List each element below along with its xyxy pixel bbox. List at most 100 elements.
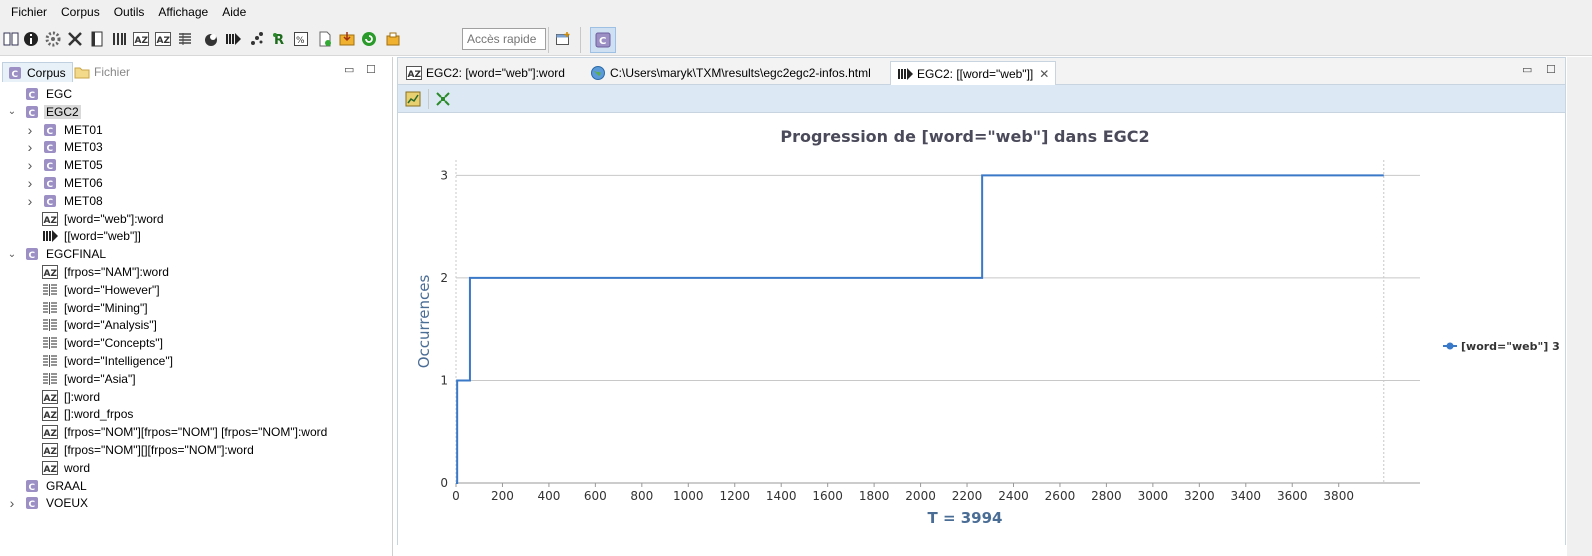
tree-node[interactable]: AZ []:word_frpos: [42, 405, 135, 423]
tab-corpus[interactable]: C Corpus: [2, 62, 73, 82]
toolbar-separator: [428, 89, 429, 109]
tree-node[interactable]: [word="However"]: [42, 281, 162, 299]
txm-perspective-button[interactable]: C: [590, 27, 616, 53]
folder-icon: [74, 64, 90, 80]
r-script-icon[interactable]: R: [270, 30, 288, 48]
menu-item-outils[interactable]: Outils: [113, 5, 145, 19]
tab-fichier[interactable]: Fichier: [74, 62, 130, 82]
tree-node[interactable]: C MET06: [42, 174, 105, 192]
progression-icon: [42, 228, 58, 244]
concordance-icon: [42, 300, 58, 316]
reset-zoom-icon[interactable]: [434, 90, 452, 108]
tree-node[interactable]: [word="Analysis"]: [42, 316, 159, 334]
svg-text:%: %: [296, 36, 305, 46]
specificities-icon[interactable]: %: [292, 30, 310, 48]
tree-node[interactable]: AZ []:word: [42, 388, 102, 406]
tree-node[interactable]: AZ [frpos="NOM"][frpos="NOM"] [frpos="NOM…: [42, 423, 329, 441]
tree-node[interactable]: AZ [word="web"]:word: [42, 210, 166, 228]
index-icon[interactable]: AZ: [154, 30, 172, 48]
x-tick-label: 3400: [1231, 489, 1262, 503]
x-tick-label: 2600: [1045, 489, 1076, 503]
svg-text:R: R: [274, 33, 284, 47]
maximize-button[interactable]: ☐: [366, 64, 376, 76]
tree-node[interactable]: C MET03: [42, 138, 105, 156]
tree-node-label: [frpos="NAM"]:word: [64, 265, 169, 279]
tree-node[interactable]: C MET08: [42, 192, 105, 210]
import-icon[interactable]: [338, 30, 356, 48]
new-file-icon[interactable]: [316, 30, 334, 48]
chart-export-icon[interactable]: [404, 90, 422, 108]
lexicon-icon: AZ: [42, 406, 58, 422]
editor-tab-html[interactable]: C:\Users\maryk\TXM\results\egc2egc2-info…: [584, 61, 877, 85]
tree-node[interactable]: [word="Intelligence"]: [42, 352, 175, 370]
eraser-icon[interactable]: [202, 30, 220, 48]
tree-node[interactable]: C EGC2: [24, 103, 81, 121]
svg-text:AZ: AZ: [44, 465, 58, 475]
refresh-icon[interactable]: [360, 30, 378, 48]
expand-arrow-down-icon[interactable]: ⌄: [7, 106, 17, 118]
tree-node[interactable]: AZ [frpos="NOM"][][frpos="NOM"]:word: [42, 441, 256, 459]
menu-item-fichier[interactable]: Fichier: [11, 5, 48, 19]
corpus-icon: C: [24, 86, 40, 102]
tree-node-label: MET08: [64, 193, 103, 208]
tree-node[interactable]: AZ [frpos="NAM"]:word: [42, 263, 171, 281]
book-icon[interactable]: [2, 30, 20, 48]
info-icon[interactable]: [22, 30, 40, 48]
tree-node[interactable]: C EGCFINAL: [24, 245, 108, 263]
edition-icon[interactable]: [88, 30, 106, 48]
concordance-icon: [42, 335, 58, 351]
delete-icon[interactable]: [66, 30, 84, 48]
tree-node-label: MET01: [64, 122, 103, 137]
editor-minimize-button[interactable]: ▭: [1522, 64, 1533, 76]
expand-arrow-right-icon[interactable]: ›: [27, 157, 33, 174]
legend-label: [word="web"] 3: [1461, 340, 1560, 353]
corpus-icon: C: [42, 157, 58, 173]
menu-bar: Fichier Corpus Outils Affichage Aide: [0, 0, 1592, 24]
editor-tab-progression[interactable]: EGC2: [[word="web"]] ✕: [890, 61, 1057, 85]
tree-node-label: GRAAL: [46, 478, 87, 493]
tree-node[interactable]: C MET01: [42, 121, 105, 139]
menu-item-affichage[interactable]: Affichage: [158, 5, 209, 19]
x-tick-label: 3000: [1138, 489, 1169, 503]
concordance-icon: [42, 371, 58, 387]
tree-node[interactable]: [word="Asia"]: [42, 370, 138, 388]
lexicon-icon[interactable]: AZ: [132, 30, 150, 48]
x-tick-label: 800: [630, 489, 653, 503]
svg-text:AZ: AZ: [44, 411, 58, 421]
tree-node[interactable]: [word="Concepts"]: [42, 334, 165, 352]
editor-maximize-button[interactable]: ☐: [1546, 64, 1556, 76]
quick-access-input[interactable]: [462, 28, 546, 50]
export-icon[interactable]: [384, 30, 402, 48]
table-icon[interactable]: [176, 30, 194, 48]
concordance-icon[interactable]: [110, 30, 128, 48]
svg-text:AZ: AZ: [44, 447, 58, 457]
svg-text:C: C: [29, 500, 36, 510]
expand-arrow-down-icon[interactable]: ⌄: [7, 248, 17, 260]
expand-arrow-right-icon[interactable]: ›: [27, 121, 33, 138]
x-tick-label: 1000: [673, 489, 704, 503]
open-perspective-icon[interactable]: [554, 30, 572, 48]
corpus-icon: C: [7, 65, 23, 81]
dots-icon[interactable]: [248, 30, 266, 48]
tree-node[interactable]: C GRAAL: [24, 477, 89, 495]
progression-icon[interactable]: [224, 30, 242, 48]
tree-node[interactable]: C EGC: [24, 85, 74, 103]
globe-icon: [590, 65, 606, 81]
tree-node[interactable]: C MET05: [42, 156, 105, 174]
minimize-button[interactable]: ▭: [344, 64, 355, 76]
tree-node[interactable]: [word="Mining"]: [42, 299, 150, 317]
menu-item-corpus[interactable]: Corpus: [61, 5, 100, 19]
tree-node[interactable]: [[word="web"]]: [42, 227, 143, 245]
expand-arrow-right-icon[interactable]: ›: [27, 192, 33, 209]
tree-node[interactable]: C VOEUX: [24, 494, 90, 512]
expand-arrow-right-icon[interactable]: ›: [27, 139, 33, 156]
editor-tab-lexicon[interactable]: AZ EGC2: [word="web"]:word: [400, 61, 571, 85]
expand-arrow-right-icon[interactable]: ›: [27, 175, 33, 191]
close-tab-icon[interactable]: ✕: [1039, 66, 1050, 81]
gear-icon[interactable]: [44, 30, 62, 48]
tree-node[interactable]: AZ word: [42, 459, 92, 477]
editor-area: AZ EGC2: [word="web"]:word C:\Users\mary…: [397, 57, 1566, 545]
lexicon-icon: AZ: [42, 460, 58, 476]
expand-arrow-right-icon[interactable]: ›: [9, 495, 15, 512]
menu-item-aide[interactable]: Aide: [222, 5, 247, 19]
